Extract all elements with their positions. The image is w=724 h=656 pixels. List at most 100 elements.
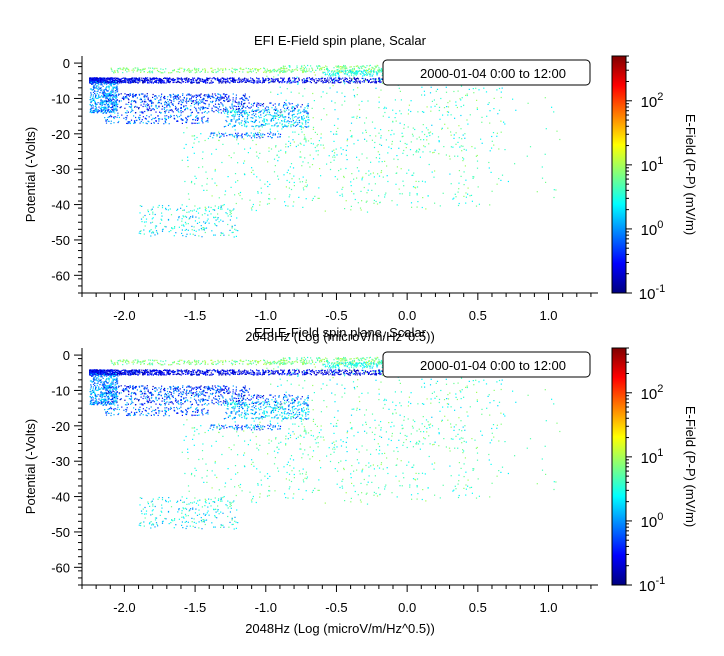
data-point: [326, 92, 328, 94]
data-point: [421, 94, 423, 96]
data-point: [363, 74, 365, 77]
data-point: [254, 110, 256, 112]
data-point: [271, 107, 273, 109]
data-point: [233, 118, 235, 120]
data-point: [140, 97, 142, 99]
data-point: [124, 107, 126, 109]
data-point: [374, 68, 376, 70]
data-point: [187, 229, 189, 231]
data-point: [314, 82, 316, 84]
data-point: [140, 233, 142, 235]
data-point: [244, 99, 246, 102]
data-point: [380, 171, 382, 174]
data-point: [248, 107, 250, 109]
data-point: [278, 103, 280, 105]
data-point: [168, 111, 170, 113]
data-point: [465, 179, 467, 181]
data-point: [230, 111, 233, 113]
data-point: [245, 110, 247, 112]
data-point: [436, 103, 438, 105]
data-point: [122, 67, 124, 69]
data-point: [475, 205, 478, 207]
data-point: [233, 105, 235, 107]
data-point: [147, 211, 149, 213]
data-point: [258, 121, 261, 123]
data-point: [104, 82, 106, 84]
data-point: [306, 105, 308, 107]
data-point: [183, 105, 185, 107]
data-point: [356, 177, 358, 179]
data-point: [155, 120, 157, 122]
data-point: [147, 209, 149, 211]
data-point: [149, 71, 151, 73]
data-point: [307, 162, 309, 164]
data-point: [335, 73, 337, 75]
data-point: [253, 79, 256, 82]
data-point: [275, 145, 277, 147]
data-point: [125, 119, 127, 121]
data-point: [99, 96, 101, 98]
data-point: [134, 94, 137, 96]
data-point: [231, 110, 233, 112]
data-point: [204, 227, 206, 229]
data-point: [178, 81, 180, 83]
data-point: [132, 93, 134, 95]
data-point: [367, 71, 369, 73]
data-point: [196, 115, 198, 117]
data-point: [198, 81, 200, 83]
data-point: [144, 214, 146, 217]
data-point: [379, 69, 381, 71]
data-point: [254, 81, 256, 83]
colorbar-tick-label: 100: [641, 219, 664, 239]
data-point: [114, 83, 117, 85]
data-point: [206, 177, 208, 180]
data-point: [402, 135, 404, 137]
data-point: [238, 107, 240, 110]
data-point: [180, 101, 182, 103]
data-point: [195, 216, 197, 218]
data-point: [267, 185, 269, 188]
data-point: [201, 112, 203, 114]
data-point: [135, 81, 137, 83]
data-point: [222, 97, 225, 99]
data-point: [307, 105, 309, 107]
data-point: [303, 67, 306, 70]
data-point: [306, 78, 308, 80]
data-point: [162, 228, 164, 230]
data-point: [112, 80, 114, 82]
colorbar-tick-exponent: 0: [657, 219, 663, 231]
data-point: [375, 200, 377, 203]
data-point: [125, 97, 127, 99]
data-point: [97, 95, 100, 97]
data-point: [527, 102, 529, 104]
data-point: [277, 78, 279, 80]
data-point: [170, 94, 172, 96]
data-point: [344, 73, 346, 75]
data-point: [193, 152, 195, 154]
data-point: [139, 117, 141, 119]
data-point: [217, 96, 219, 98]
data-point: [158, 105, 160, 107]
data-point: [254, 121, 256, 123]
data-point: [266, 109, 268, 111]
data-point: [299, 142, 301, 144]
data-point: [121, 68, 123, 70]
data-point: [300, 143, 302, 145]
data-point: [227, 113, 229, 115]
data-point: [120, 100, 122, 102]
data-point: [222, 105, 224, 107]
data-point: [165, 78, 167, 80]
data-point: [110, 92, 112, 94]
data-point: [393, 158, 395, 160]
data-point: [252, 206, 254, 208]
data-point: [94, 90, 96, 92]
data-point: [173, 100, 175, 102]
data-point: [180, 109, 182, 112]
data-point: [117, 94, 120, 96]
data-point: [94, 84, 96, 86]
data-point: [155, 225, 158, 227]
data-point: [205, 207, 207, 210]
data-point: [205, 221, 207, 223]
data-point: [108, 100, 110, 102]
data-point: [361, 153, 363, 155]
